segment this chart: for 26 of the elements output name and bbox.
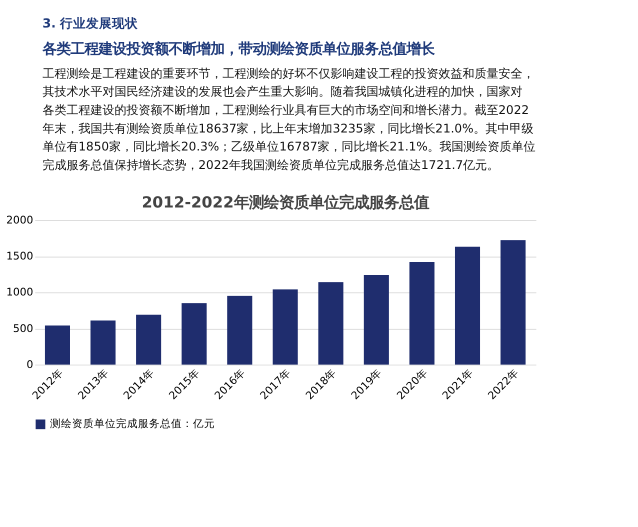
y-tick-label: 2000 — [6, 214, 34, 226]
y-tick-label: 1500 — [6, 250, 34, 263]
bar — [182, 303, 207, 365]
text: 各类工程建设投资额不断增加，带动测绘资质单位服务总值增长 — [41, 40, 436, 58]
bar — [272, 289, 298, 365]
bar — [454, 246, 480, 365]
text: 完成服务总值保持增长态势，2022年我国测绘资质单位完成服务总值达1721.7亿元。 — [42, 158, 500, 172]
bar — [500, 240, 526, 365]
legend-label: 测绘资质单位完成服务总值：亿元 — [50, 417, 216, 430]
text: 工程测绘是工程建设的重要环节，工程测绘的好坏不仅影响建设工程的投资效益和质量安全， — [42, 66, 534, 80]
y-tick-label: 0 — [26, 358, 34, 371]
y-tick-label: 1000 — [6, 286, 34, 299]
bar — [90, 320, 116, 365]
bar — [364, 274, 389, 365]
text: 年末，我国共有测绘资质单位18637家，比上年末增加3235家，同比增长21.0%。其中甲级 — [42, 121, 534, 136]
text: 其技术水平对国民经济建设的发展也会产生重大影响。随着我国城镇化进程的加快，国家对 — [42, 84, 522, 99]
text: 单位有1850家，同比增长20.3%；乙级单位16787家，同比增长21.1%。我国测绘资质单位 — [42, 140, 536, 154]
text: 各类工程建设的投资额不断增加，工程测绘行业具有巨大的市场空间和增长潜力。截至2022 — [42, 103, 530, 118]
bar — [44, 326, 70, 365]
bar — [409, 262, 434, 365]
bar — [227, 296, 252, 365]
chart-title: 2012-2022年测绘资质单位完成服务总值 — [142, 193, 429, 212]
bar — [318, 282, 344, 365]
y-tick-label: 500 — [13, 322, 34, 335]
bar — [136, 314, 162, 365]
text: 3. 行业发展现状 — [42, 15, 140, 30]
